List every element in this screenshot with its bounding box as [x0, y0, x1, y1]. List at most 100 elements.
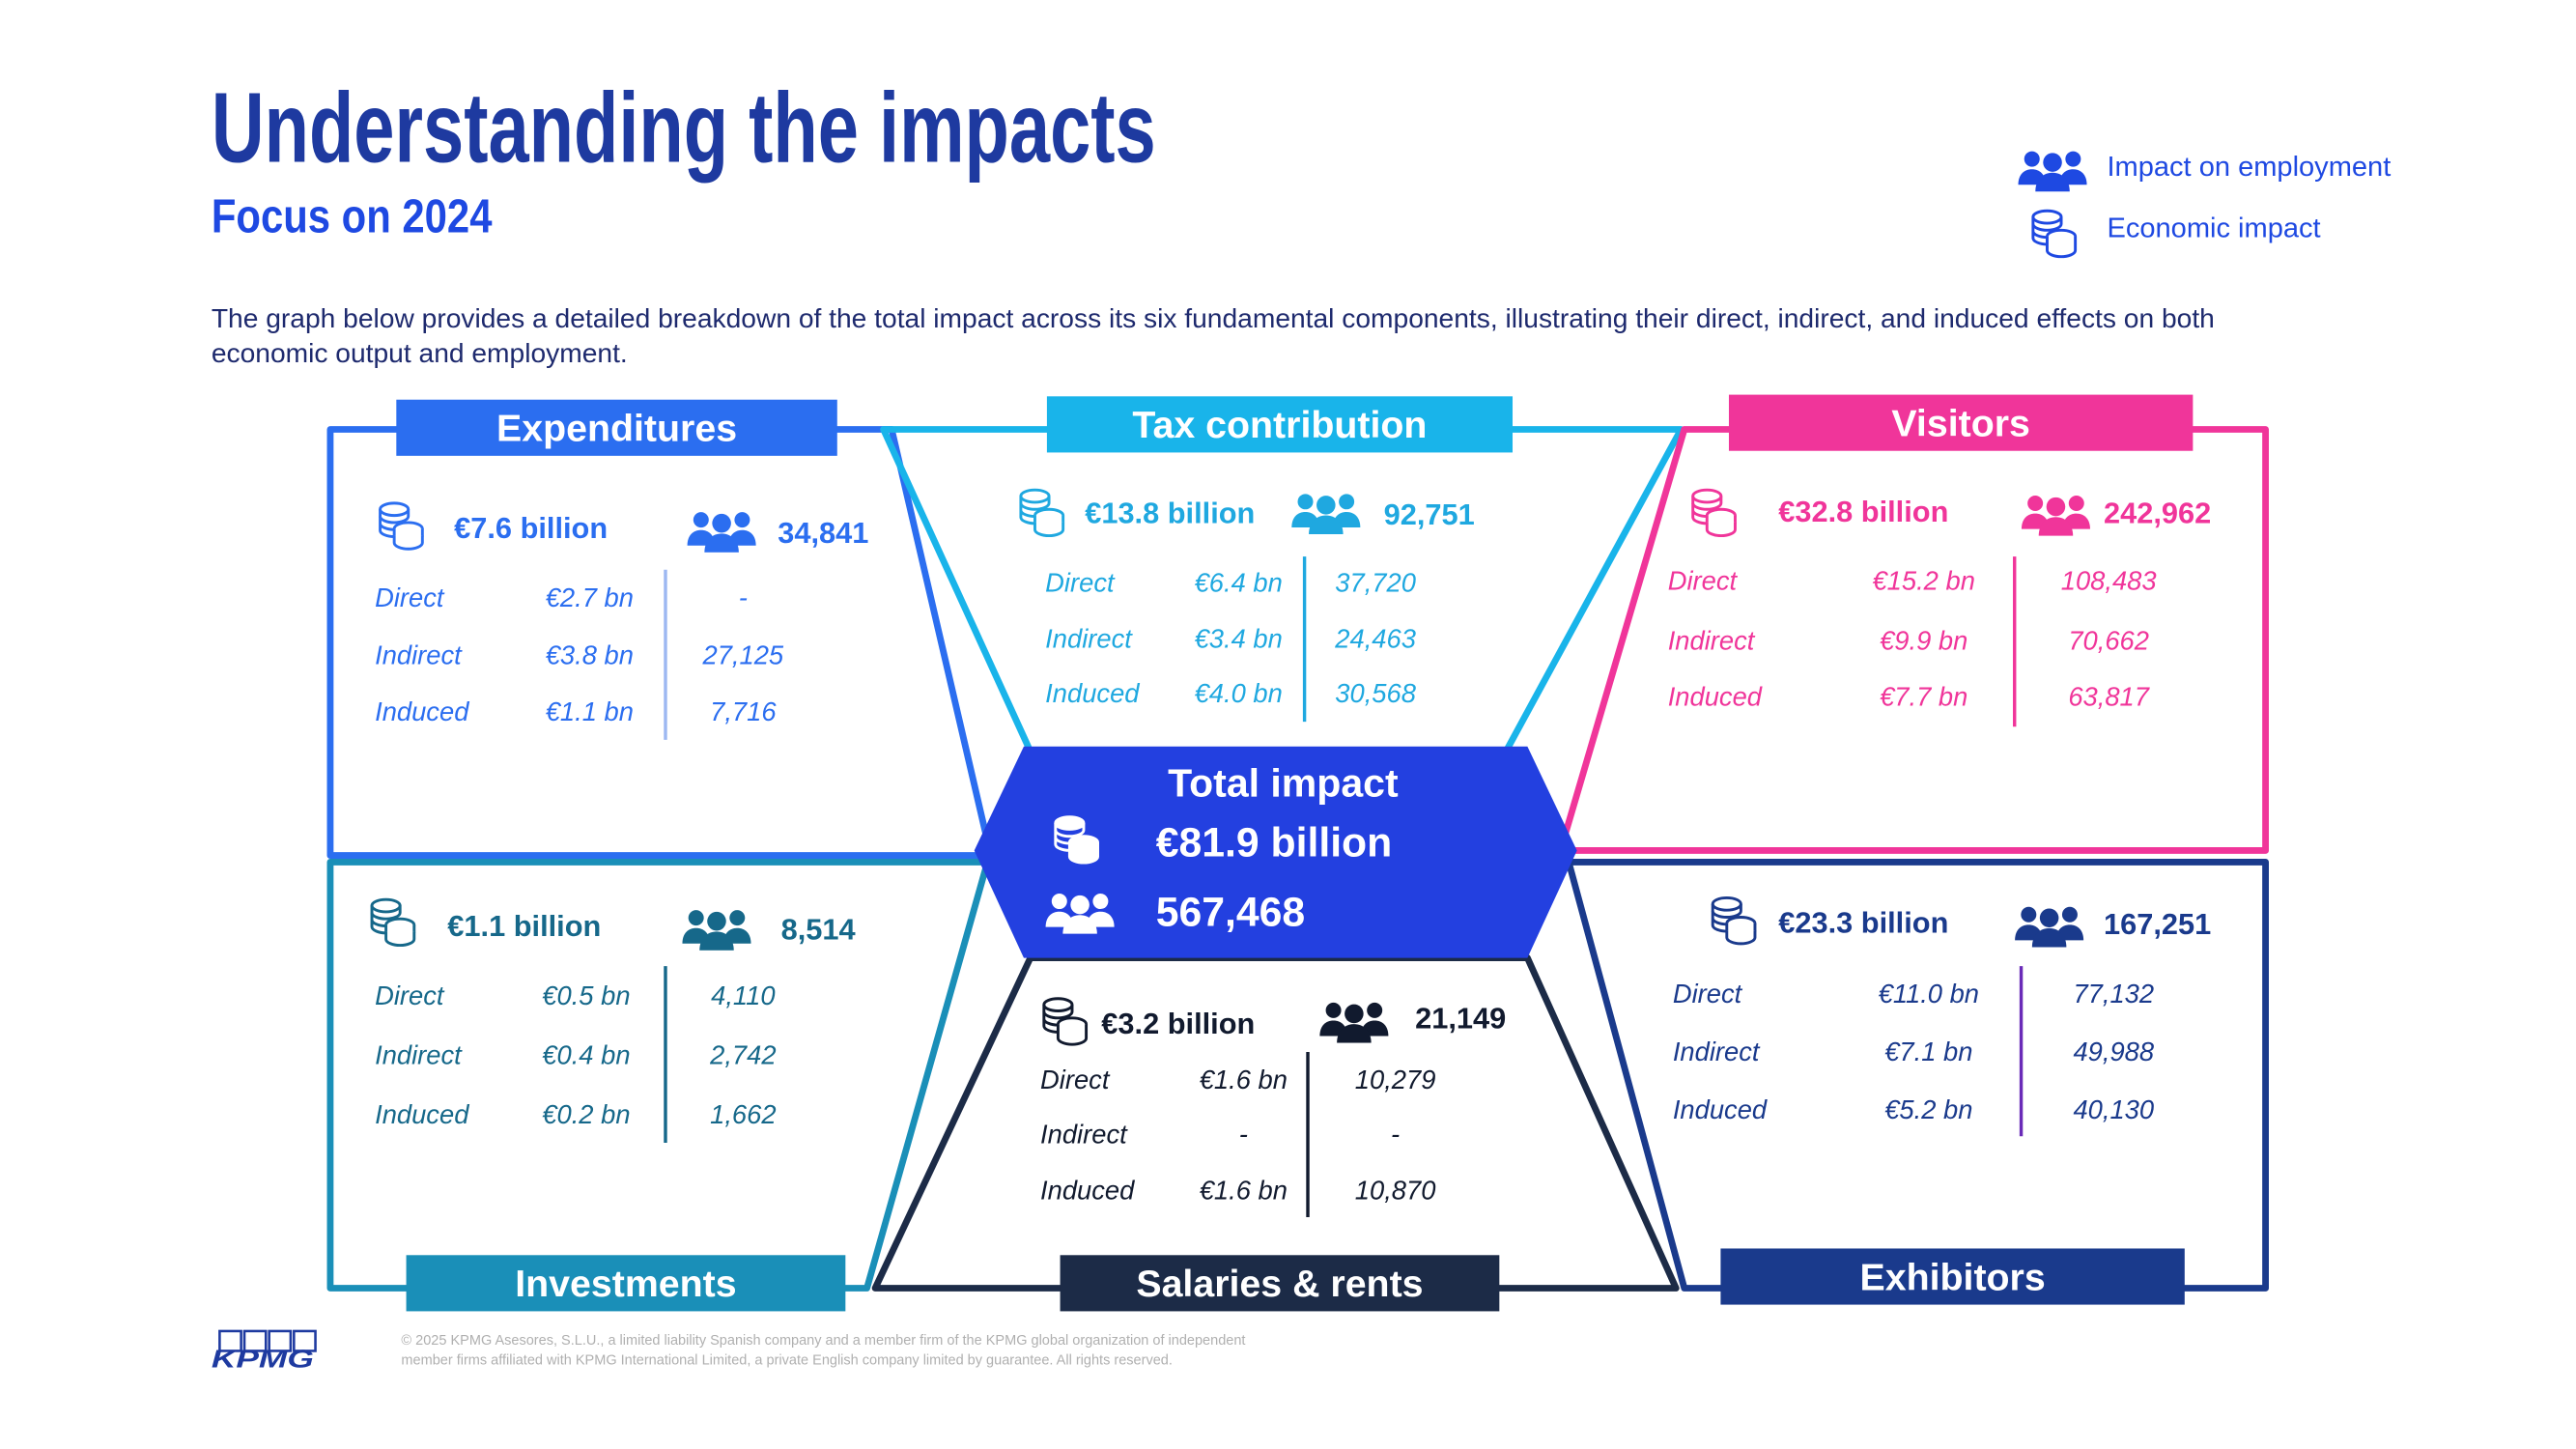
row-label: Indirect — [1668, 625, 1756, 655]
row-economic: €0.2 bn — [542, 1099, 630, 1129]
row-label: Direct — [1668, 566, 1739, 596]
panel-title-box — [406, 1255, 846, 1312]
panel-employment: 167,251 — [2104, 907, 2211, 941]
coins-icon — [370, 897, 416, 948]
total-title: Total impact — [1168, 761, 1399, 806]
coins-icon — [1691, 488, 1737, 538]
panel-outline — [326, 858, 991, 1292]
row-label: Indirect — [375, 640, 463, 670]
total-economic: €81.9 billion — [1156, 820, 1393, 867]
panel-title: Salaries & rents — [1136, 1263, 1423, 1305]
row-employment: 30,568 — [1335, 678, 1416, 708]
row-employment: - — [1391, 1119, 1400, 1149]
row-economic: €3.8 bn — [546, 640, 634, 670]
row-label: Induced — [1045, 678, 1140, 708]
row-economic: €1.6 bn — [1200, 1065, 1288, 1094]
panel-title: Visitors — [1891, 402, 2030, 444]
panel-employment: 242,962 — [2104, 497, 2211, 530]
panel-title-box — [1060, 1255, 1500, 1312]
people-icon — [2021, 496, 2090, 536]
panel-title-box — [1728, 394, 2194, 451]
row-economic: €4.0 bn — [1195, 678, 1283, 708]
row-employment: 1,662 — [710, 1099, 776, 1129]
panel-employment: 8,514 — [781, 912, 856, 946]
row-label: Direct — [375, 582, 445, 612]
row-employment: 24,463 — [1334, 624, 1416, 654]
row-employment: - — [739, 582, 748, 612]
row-economic: €1.6 bn — [1200, 1176, 1288, 1206]
panel-employment: 34,841 — [778, 516, 868, 550]
page-subtitle: Focus on 2024 — [212, 188, 493, 242]
panel-title: Investments — [515, 1263, 736, 1305]
row-employment: 7,716 — [710, 696, 777, 726]
row-economic: €0.4 bn — [542, 1039, 630, 1069]
row-economic: €6.4 bn — [1195, 567, 1283, 597]
panel-economic: €23.3 billion — [1778, 905, 1948, 939]
kpmg-logo: KPMG — [212, 1329, 317, 1373]
row-employment: 49,988 — [2073, 1037, 2154, 1066]
row-employment: 4,110 — [711, 980, 775, 1010]
row-economic: €2.7 bn — [546, 582, 634, 612]
panel-employment: 92,751 — [1384, 497, 1475, 531]
row-employment: 2,742 — [709, 1039, 776, 1069]
legend-label: Economic impact — [2107, 213, 2320, 243]
row-label: Induced — [1040, 1176, 1135, 1206]
intro-line: economic output and employment. — [212, 337, 628, 368]
row-economic: €1.1 bn — [546, 696, 634, 726]
row-label: Indirect — [1673, 1037, 1761, 1066]
panel-title: Exhibitors — [1859, 1256, 2045, 1298]
row-employment: 63,817 — [2068, 681, 2150, 711]
coins-icon — [1711, 895, 1757, 946]
row-economic: €15.2 bn — [1872, 566, 1974, 596]
panel-economic: €13.8 billion — [1085, 497, 1255, 530]
row-label: Induced — [375, 696, 469, 726]
row-label: Indirect — [1045, 624, 1133, 654]
row-employment: 40,130 — [2073, 1094, 2154, 1124]
row-employment: 70,662 — [2068, 625, 2149, 655]
row-label: Induced — [1673, 1094, 1768, 1124]
intro-line: The graph below provides a detailed brea… — [212, 302, 2215, 333]
people-icon — [1291, 494, 1361, 535]
row-economic: €7.1 bn — [1884, 1037, 1972, 1066]
panel-outline — [1565, 858, 2270, 1292]
row-label: Direct — [1045, 567, 1116, 597]
row-label: Direct — [1673, 979, 1743, 1009]
row-economic: €7.7 bn — [1880, 681, 1967, 711]
row-economic: €9.9 bn — [1880, 625, 1967, 655]
people-icon — [687, 512, 756, 553]
panel-economic: €7.6 billion — [454, 511, 608, 545]
people-icon — [2015, 906, 2084, 948]
row-label: Direct — [375, 980, 445, 1010]
panel-economic: €32.8 billion — [1778, 495, 1948, 528]
row-employment: 37,720 — [1335, 567, 1416, 597]
row-employment: 10,279 — [1355, 1065, 1436, 1094]
panel-economic: €1.1 billion — [447, 909, 601, 943]
row-label: Direct — [1040, 1065, 1111, 1094]
copyright-line: member firms affiliated with KPMG Intern… — [401, 1353, 1172, 1369]
copyright-line: © 2025 KPMG Asesores, S.L.U., a limited … — [401, 1333, 1245, 1349]
total-employment: 567,468 — [1156, 889, 1305, 935]
row-employment: 77,132 — [2073, 979, 2154, 1009]
row-economic: €5.2 bn — [1884, 1094, 1972, 1124]
panel-economic: €3.2 billion — [1101, 1007, 1255, 1040]
page-title: Understanding the impacts — [212, 71, 1156, 183]
row-employment: 27,125 — [702, 640, 784, 670]
panel-title: Expenditures — [496, 408, 737, 450]
people-icon — [1319, 1002, 1389, 1043]
row-economic: €0.5 bn — [542, 980, 630, 1010]
row-label: Indirect — [375, 1039, 463, 1069]
panel-content: Expenditures €7.6 billion 34,841 Direct €2.7… — [370, 394, 2211, 1312]
people-icon — [2018, 151, 2087, 192]
row-economic: - — [1239, 1119, 1248, 1149]
row-employment: 10,870 — [1355, 1176, 1436, 1206]
panel-outline — [871, 954, 1680, 1292]
coins-icon — [1042, 997, 1089, 1046]
panel-title: Tax contribution — [1132, 404, 1427, 446]
row-label: Induced — [1668, 681, 1763, 711]
row-label: Indirect — [1040, 1119, 1128, 1149]
row-employment: 108,483 — [2061, 566, 2157, 596]
people-icon — [682, 910, 751, 951]
logo-text: KPMG — [212, 1346, 314, 1373]
row-economic: €11.0 bn — [1879, 979, 1979, 1009]
